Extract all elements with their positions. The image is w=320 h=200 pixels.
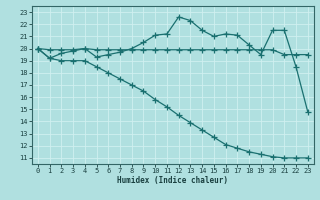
X-axis label: Humidex (Indice chaleur): Humidex (Indice chaleur): [117, 176, 228, 185]
